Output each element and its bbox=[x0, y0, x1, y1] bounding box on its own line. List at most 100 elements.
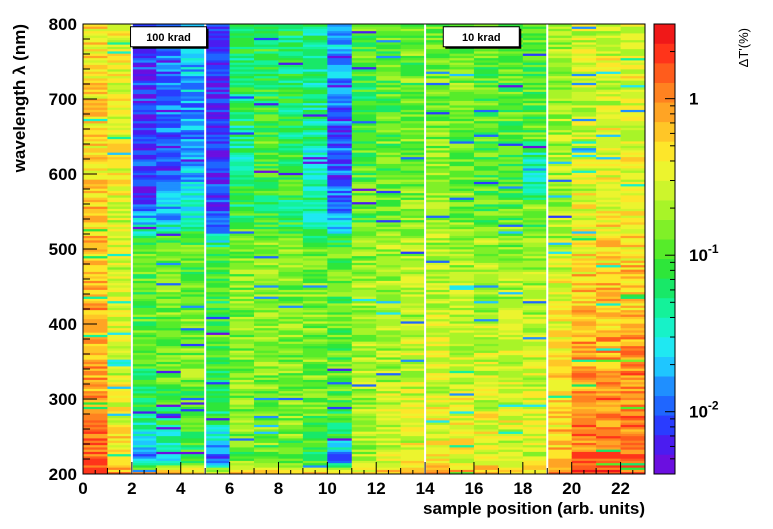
heatmap-cell bbox=[107, 312, 133, 315]
heatmap-cell bbox=[522, 116, 548, 119]
heatmap-cell bbox=[351, 372, 377, 376]
heatmap-cell bbox=[596, 348, 621, 351]
heatmap-cell bbox=[351, 39, 377, 43]
y-tick-label: 800 bbox=[49, 15, 77, 34]
heatmap-cell bbox=[498, 341, 524, 344]
heatmap-cell bbox=[107, 354, 133, 358]
heatmap-cell bbox=[83, 204, 108, 207]
heatmap-cell bbox=[107, 224, 133, 227]
heatmap-cell bbox=[254, 348, 279, 351]
heatmap-cell bbox=[327, 282, 353, 286]
heatmap-cell bbox=[473, 89, 499, 92]
heatmap-cell bbox=[498, 249, 524, 252]
annotation-background bbox=[442, 26, 520, 48]
heatmap-cell bbox=[376, 147, 402, 151]
heatmap-cell bbox=[547, 393, 573, 396]
heatmap-cell bbox=[302, 26, 328, 29]
heatmap-cell bbox=[498, 215, 524, 218]
heatmap-cell bbox=[83, 386, 108, 389]
heatmap-cell bbox=[571, 307, 597, 311]
heatmap-cell bbox=[425, 37, 450, 41]
heatmap-cell bbox=[327, 143, 353, 146]
heatmap-cell bbox=[522, 348, 548, 351]
colorbar-swatch bbox=[654, 356, 675, 377]
heatmap-cell bbox=[156, 165, 182, 169]
heatmap-cell bbox=[571, 35, 597, 38]
heatmap-cell bbox=[571, 55, 597, 59]
heatmap-cell bbox=[327, 372, 353, 376]
heatmap-cell bbox=[425, 161, 450, 164]
heatmap-cell bbox=[449, 118, 475, 122]
heatmap-cell bbox=[400, 341, 426, 344]
heatmap-cell bbox=[156, 51, 182, 54]
heatmap-cell bbox=[376, 53, 402, 56]
heatmap-cell bbox=[278, 152, 304, 155]
heatmap-cell bbox=[229, 375, 255, 378]
heatmap-cell bbox=[498, 190, 524, 194]
heatmap-cell bbox=[620, 60, 646, 63]
heatmap-cell bbox=[156, 406, 182, 410]
heatmap-cell bbox=[571, 93, 597, 97]
heatmap-cell bbox=[302, 177, 328, 180]
heatmap-cell bbox=[620, 186, 646, 189]
heatmap-cell bbox=[205, 163, 230, 167]
heatmap-cell bbox=[596, 62, 621, 65]
heatmap-cell bbox=[351, 44, 377, 47]
heatmap-cell bbox=[83, 375, 108, 378]
heatmap-cell bbox=[131, 408, 157, 412]
heatmap-cell bbox=[229, 458, 255, 461]
heatmap-cell bbox=[351, 91, 377, 95]
heatmap-cell bbox=[522, 278, 548, 281]
heatmap-cell bbox=[425, 78, 450, 81]
heatmap-cell bbox=[327, 330, 353, 333]
heatmap-cell bbox=[327, 161, 353, 164]
heatmap-cell bbox=[180, 386, 206, 389]
heatmap-cell bbox=[278, 406, 304, 410]
heatmap-cell bbox=[498, 375, 524, 378]
heatmap-cell bbox=[498, 237, 524, 241]
heatmap-cell bbox=[229, 66, 255, 70]
heatmap-cell bbox=[571, 89, 597, 92]
heatmap-cell bbox=[107, 269, 133, 272]
heatmap-cell bbox=[400, 84, 426, 88]
heatmap-cell bbox=[107, 35, 133, 38]
heatmap-cell bbox=[376, 314, 402, 317]
heatmap-cell bbox=[547, 282, 573, 286]
heatmap-cell bbox=[547, 417, 573, 421]
heatmap-cell bbox=[83, 98, 108, 101]
heatmap-cell bbox=[180, 55, 206, 59]
heatmap-cell bbox=[107, 458, 133, 461]
heatmap-cell bbox=[229, 343, 255, 347]
heatmap-cell bbox=[180, 51, 206, 54]
y-tick-label: 500 bbox=[49, 240, 77, 259]
heatmap-cell bbox=[498, 105, 524, 108]
heatmap-cell bbox=[83, 244, 108, 248]
heatmap-cell bbox=[522, 224, 548, 227]
heatmap-cell bbox=[278, 233, 304, 236]
heatmap-cell bbox=[131, 116, 157, 119]
colorbar-swatch bbox=[654, 337, 675, 357]
heatmap-cell bbox=[473, 316, 499, 320]
heatmap-cell bbox=[351, 111, 377, 115]
heatmap-cell bbox=[522, 253, 548, 257]
heatmap-cell bbox=[400, 453, 426, 457]
heatmap-cell bbox=[205, 305, 230, 308]
heatmap-cell bbox=[351, 213, 377, 216]
heatmap-cell bbox=[449, 370, 475, 374]
heatmap-cell bbox=[205, 215, 230, 218]
heatmap-cell bbox=[547, 240, 573, 243]
heatmap-cell bbox=[278, 87, 304, 90]
heatmap-cell bbox=[425, 381, 450, 385]
heatmap-cell bbox=[107, 242, 133, 245]
heatmap-cell bbox=[547, 172, 573, 176]
heatmap-cell bbox=[229, 363, 255, 367]
heatmap-cell bbox=[620, 145, 646, 149]
heatmap-cell bbox=[254, 210, 279, 214]
heatmap-cell bbox=[571, 361, 597, 365]
heatmap-cell bbox=[620, 233, 646, 236]
heatmap-cell bbox=[180, 217, 206, 221]
heatmap-cell bbox=[254, 136, 279, 140]
heatmap-cell bbox=[205, 168, 230, 171]
heatmap-cell bbox=[131, 109, 157, 113]
heatmap-cell bbox=[596, 64, 621, 68]
